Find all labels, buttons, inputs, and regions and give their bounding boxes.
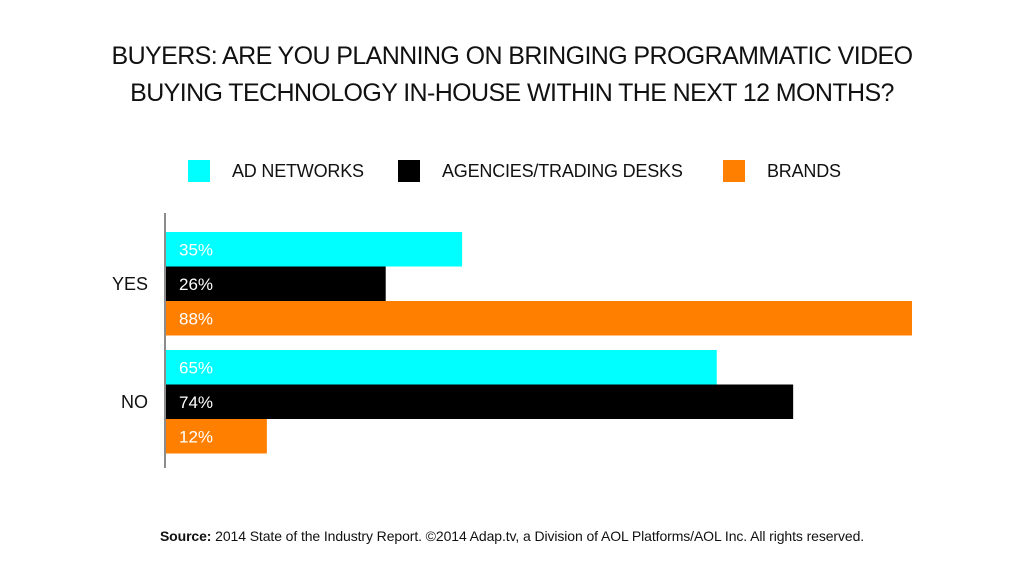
legend-label-agencies: AGENCIES/TRADING DESKS [442,160,683,181]
data-label-yes-brands: 88% [179,309,213,328]
bar-yes-brands [166,301,912,336]
data-label-yes-ad-networks: 35% [179,240,213,259]
bar-yes-ad-networks [166,232,463,267]
category-label-yes: YES [112,274,148,294]
bar-no-agencies-trading-desks [166,384,794,419]
data-label-no-agencies-trading-desks: 74% [179,393,213,412]
bar-yes-agencies-trading-desks [166,266,386,301]
data-label-no-brands: 12% [179,427,213,446]
legend-label-ad-networks: AD NETWORKS [232,160,364,181]
legend-swatch-ad-networks [188,160,210,182]
legend-swatch-agencies [398,160,420,182]
category-label-no: NO [121,392,148,412]
chart-title-line-2: BUYING TECHNOLOGY IN-HOUSE WITHIN THE NE… [130,79,894,107]
legend-label-brands: BRANDS [767,160,841,181]
data-label-no-ad-networks: 65% [179,358,213,377]
source-text: 2014 State of the Industry Report. ©2014… [211,528,865,544]
source-footer: Source: 2014 State of the Industry Repor… [0,528,1024,544]
data-label-yes-agencies-trading-desks: 26% [179,275,213,294]
bar-no-brands [166,419,267,454]
chart-title: BUYERS: ARE YOU PLANNING ON BRINGING PRO… [0,38,1024,112]
legend: AD NETWORKS AGENCIES/TRADING DESKS BRAND… [0,160,1024,184]
legend-swatch-brands [723,160,745,182]
legend-item-brands: BRANDS [723,160,841,182]
legend-item-agencies: AGENCIES/TRADING DESKS [398,160,683,182]
chart-title-line-1: BUYERS: ARE YOU PLANNING ON BRINGING PRO… [111,42,914,70]
bar-no-ad-networks [166,350,717,385]
legend-item-ad-networks: AD NETWORKS [188,160,364,182]
source-label: Source: [159,528,212,544]
